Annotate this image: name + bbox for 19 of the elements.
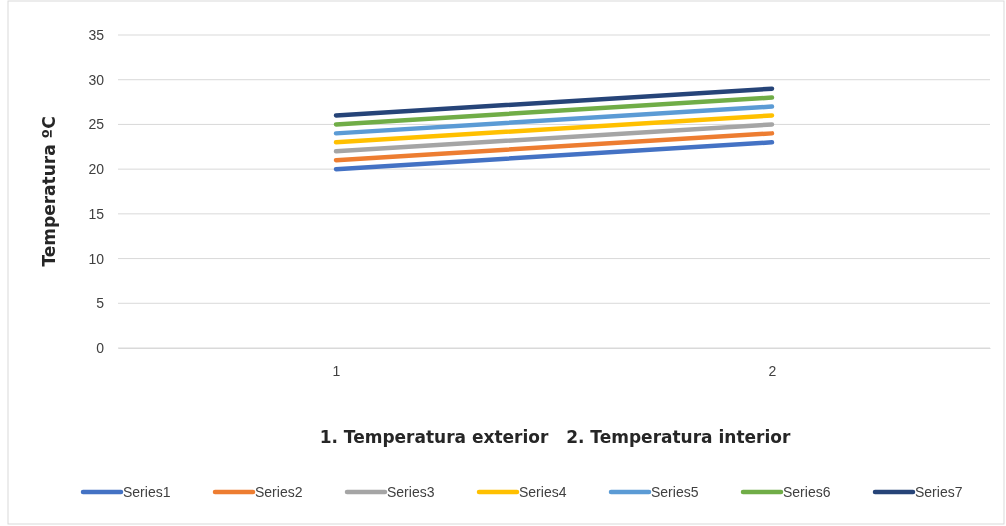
y-tick-label: 10	[88, 250, 105, 267]
y-tick-label: 30	[88, 71, 105, 88]
legend-label: Series5	[651, 484, 699, 500]
legend-label: Series4	[519, 484, 567, 500]
y-tick-label: 35	[88, 26, 105, 43]
x-tick-label: 1	[332, 362, 341, 379]
x-axis-title: 1. Temperatura exterior 2. Temperatura interior	[319, 427, 791, 447]
legend-label: Series6	[783, 484, 831, 500]
y-tick-label: 20	[88, 161, 105, 178]
legend-label: Series7	[915, 484, 963, 500]
y-tick-label: 25	[88, 116, 105, 133]
legend-label: Series2	[255, 484, 303, 500]
legend-label: Series3	[387, 484, 435, 500]
y-tick-label: 0	[96, 339, 105, 356]
y-tick-label: 15	[88, 205, 105, 222]
y-tick-label: 5	[96, 295, 105, 312]
legend-label: Series1	[123, 484, 171, 500]
x-tick-label: 2	[768, 362, 777, 379]
y-axis-title: Temperatura ºC	[39, 116, 59, 267]
